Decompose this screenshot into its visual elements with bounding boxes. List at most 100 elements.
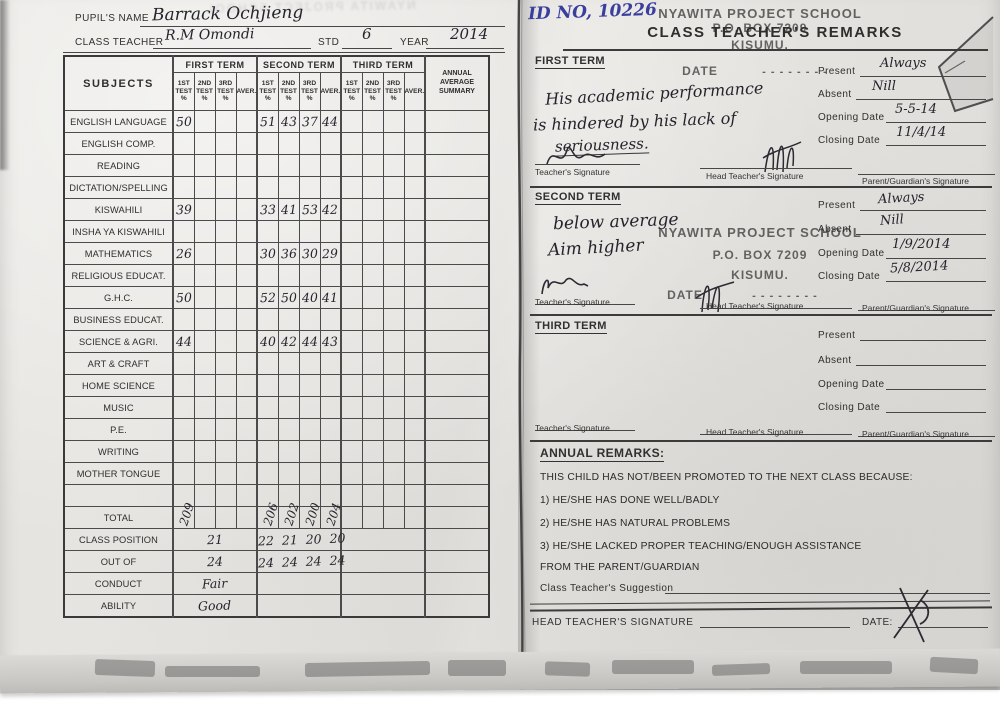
subject-cell: DICTATION/SPELLING <box>63 176 174 199</box>
st-divider <box>530 314 992 316</box>
mark-cell <box>214 374 237 397</box>
ft-head-sig-label: Head Teacher's Signature <box>706 171 804 181</box>
mark-cell <box>382 154 405 177</box>
subject-cell: KISWAHILI <box>63 198 174 221</box>
subject-cell: READING <box>63 154 174 177</box>
torn-patch <box>94 658 156 678</box>
annual-line-4: 3) HE/SHE LACKED PROPER TEACHING/ENOUGH … <box>540 541 862 552</box>
tt-teacher-sig-line <box>535 418 635 431</box>
mark-cell <box>214 198 237 221</box>
mark-cell <box>403 352 426 375</box>
table-row: ABILITY Good <box>63 594 490 618</box>
mark-value: 44 <box>301 333 318 350</box>
third-term-opening-line <box>886 373 986 390</box>
teacher-signature-scribble-ft <box>546 146 606 165</box>
mark-cell: 202 <box>277 501 301 529</box>
subject-cell: HOME SCIENCE <box>63 374 174 397</box>
mark-cell <box>424 352 490 375</box>
pupil-name-line <box>140 8 505 27</box>
mark-cell <box>424 110 490 133</box>
ft-head-sig-line <box>700 152 852 169</box>
first-term-closing-label: Closing Date <box>818 135 881 146</box>
mark-value: 33 <box>259 201 276 218</box>
mark-cell <box>193 440 216 463</box>
subject-cell: MOTHER TONGUE <box>63 462 174 485</box>
mark-cell <box>382 132 405 155</box>
mark-cell <box>214 308 237 331</box>
mark-cell <box>361 110 384 133</box>
mark-value: 44 <box>175 333 192 350</box>
mark-cell <box>298 440 321 463</box>
mark-value: 43 <box>280 113 297 130</box>
mark-cell <box>403 440 426 463</box>
test-header: 3RD TEST % <box>214 72 237 111</box>
mark-value: Good <box>198 597 232 614</box>
mark-cell <box>361 440 384 463</box>
test-header: 2ND TEST % <box>277 72 300 111</box>
school-stamp-top-line2: P.O. BOX 7209 <box>712 21 808 35</box>
second-term-opening-line <box>886 242 986 259</box>
subject-cell: WRITING <box>63 440 174 463</box>
mark-cell <box>382 352 405 375</box>
mark-cell <box>298 462 321 485</box>
mark-value: 40 <box>259 333 276 350</box>
second-term-present-value: Always <box>877 189 925 208</box>
mark-cell <box>193 330 216 353</box>
mark-cell <box>340 242 363 265</box>
mark-cell <box>319 440 342 463</box>
mark-cell <box>277 176 300 199</box>
mark-cell <box>424 198 490 221</box>
mark-cell <box>340 572 426 595</box>
mark-cell <box>214 396 237 419</box>
subject-cell: SCIENCE & AGRI. <box>63 330 174 353</box>
mark-cell <box>361 286 384 309</box>
mark-cell: 42 <box>319 198 342 221</box>
mark-cell: 44 <box>172 330 195 353</box>
mark-cell <box>361 462 384 485</box>
mark-cell <box>256 308 279 331</box>
table-row: CONDUCT Fair <box>63 572 490 595</box>
mark-cell <box>256 396 279 419</box>
table-row: ENGLISH LANGUAGE 50 51 43 37 44 <box>63 110 490 133</box>
mark-cell <box>214 286 237 309</box>
torn-patch <box>448 660 506 676</box>
mark-cell <box>214 506 237 529</box>
mark-cell <box>172 418 195 441</box>
mark-cell <box>403 396 426 419</box>
mark-cell <box>382 264 405 287</box>
second-term-present-label: Present <box>818 200 856 211</box>
mark-cell <box>235 176 258 199</box>
mark-cell <box>403 462 426 485</box>
mark-cell <box>403 220 426 243</box>
mark-cell <box>361 418 384 441</box>
mark-cell <box>424 308 490 331</box>
mark-cell: 29 <box>319 242 342 265</box>
mark-cell <box>235 506 258 529</box>
subject-cell: BUSINESS EDUCAT. <box>63 308 174 331</box>
table-row: HOME SCIENCE <box>63 374 490 397</box>
mark-value: 44 <box>322 113 339 130</box>
mark-cell <box>361 330 384 353</box>
mark-cell <box>298 220 321 243</box>
school-stamp-mid-date-label: DATE <box>667 288 703 302</box>
test-header: 1ST TEST % <box>172 72 195 111</box>
third-term-absent-line <box>856 349 986 366</box>
mark-cell <box>424 330 490 353</box>
suggestion-line <box>665 578 990 594</box>
test-header: AVER. <box>235 72 258 111</box>
school-stamp-mid-line3: KISUMU. <box>731 268 789 282</box>
mark-cell <box>424 550 490 573</box>
torn-patch <box>544 661 591 677</box>
second-term-absent-label: Absent <box>818 224 852 235</box>
mark-cell <box>403 110 426 133</box>
mark-cell <box>382 330 405 353</box>
mark-cell <box>214 462 237 485</box>
mark-cell <box>361 264 384 287</box>
mark-cell <box>256 352 279 375</box>
mark-value: 41 <box>322 289 339 306</box>
table-row: READING <box>63 154 490 177</box>
ft-teacher-sig-line <box>535 148 640 165</box>
mark-cell <box>340 594 426 618</box>
third-term-present-line <box>860 324 986 341</box>
first-term-closing-value: 11/4/14 <box>896 125 947 140</box>
